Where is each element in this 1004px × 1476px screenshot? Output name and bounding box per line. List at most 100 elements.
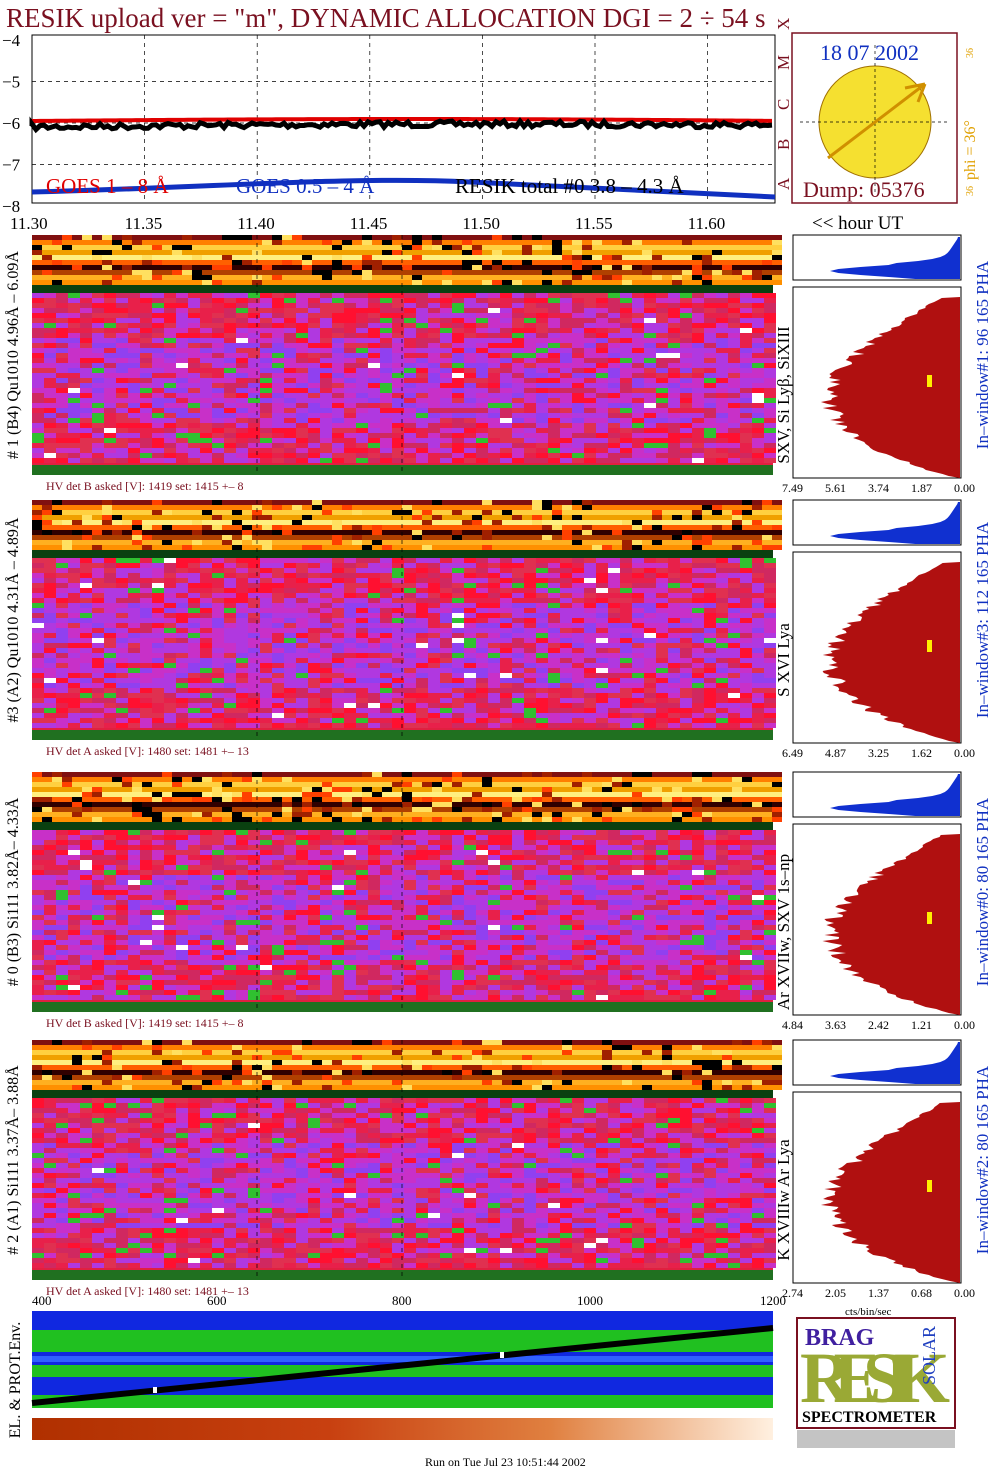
cell <box>532 235 542 240</box>
cell <box>584 328 596 333</box>
cell <box>392 275 402 280</box>
phi: phi = 36° <box>962 120 979 180</box>
cell <box>548 403 560 408</box>
cell <box>548 338 560 343</box>
cell <box>428 333 440 338</box>
cell <box>176 388 188 393</box>
cell <box>762 520 772 525</box>
cell <box>176 623 188 628</box>
cell <box>572 353 584 358</box>
cell <box>476 598 488 603</box>
cell <box>704 298 716 303</box>
cell <box>296 318 308 323</box>
cell <box>92 383 104 388</box>
cell <box>440 383 452 388</box>
cell <box>308 333 320 338</box>
cell <box>524 583 536 588</box>
cell <box>620 413 632 418</box>
cell <box>668 423 680 428</box>
cell <box>532 265 542 270</box>
cell <box>224 348 236 353</box>
cell <box>584 578 596 583</box>
cell <box>56 318 68 323</box>
cell <box>80 578 92 583</box>
cell <box>596 338 608 343</box>
cell <box>752 428 764 433</box>
cell <box>44 633 56 638</box>
cell <box>128 383 140 388</box>
cell <box>188 603 200 608</box>
cell <box>164 363 176 368</box>
cell <box>392 363 404 368</box>
cell <box>92 303 104 308</box>
cell <box>248 428 260 433</box>
cell <box>402 545 412 550</box>
cell <box>284 323 296 328</box>
cell <box>164 403 176 408</box>
cell <box>260 438 272 443</box>
cell <box>260 608 272 613</box>
cell <box>732 545 742 550</box>
cell <box>560 598 572 603</box>
cell <box>236 443 248 448</box>
cell <box>524 368 536 373</box>
cell <box>62 240 72 245</box>
cell <box>296 628 308 633</box>
cell <box>56 578 68 583</box>
cell <box>764 448 776 453</box>
cell <box>642 530 652 535</box>
cell <box>176 403 188 408</box>
cell <box>344 598 356 603</box>
cell <box>140 428 152 433</box>
cell <box>212 563 224 568</box>
cell <box>32 540 42 545</box>
cell <box>320 378 332 383</box>
cell <box>368 353 380 358</box>
cell <box>656 418 668 423</box>
cell <box>488 393 500 398</box>
cell <box>284 653 296 658</box>
cell <box>368 448 380 453</box>
cell <box>140 578 152 583</box>
cell <box>252 280 262 285</box>
cell <box>32 293 44 298</box>
cell <box>524 338 536 343</box>
cell <box>284 393 296 398</box>
cell <box>200 418 212 423</box>
cell <box>752 308 764 313</box>
cell <box>642 535 652 540</box>
cell <box>500 458 512 463</box>
cell <box>222 530 232 535</box>
cell <box>524 413 536 418</box>
cell <box>342 545 352 550</box>
cell <box>608 378 620 383</box>
cell <box>308 648 320 653</box>
cell <box>188 578 200 583</box>
cell <box>722 235 732 240</box>
cell <box>284 628 296 633</box>
cell <box>622 255 632 260</box>
cell <box>296 443 308 448</box>
cell <box>464 613 476 618</box>
cell <box>662 545 672 550</box>
cell <box>662 505 672 510</box>
cell <box>702 245 712 250</box>
cell <box>632 368 644 373</box>
cell <box>740 363 752 368</box>
cell <box>488 443 500 448</box>
cell <box>402 505 412 510</box>
cell <box>472 515 482 520</box>
cell <box>296 343 308 348</box>
cell <box>368 608 380 613</box>
cell <box>368 403 380 408</box>
cell <box>122 250 132 255</box>
cell <box>176 618 188 623</box>
cell <box>284 638 296 643</box>
cell <box>692 613 704 618</box>
cell <box>68 388 80 393</box>
cell <box>44 383 56 388</box>
cell <box>272 658 284 663</box>
cell <box>632 540 642 545</box>
cell <box>476 368 488 373</box>
cell <box>128 353 140 358</box>
